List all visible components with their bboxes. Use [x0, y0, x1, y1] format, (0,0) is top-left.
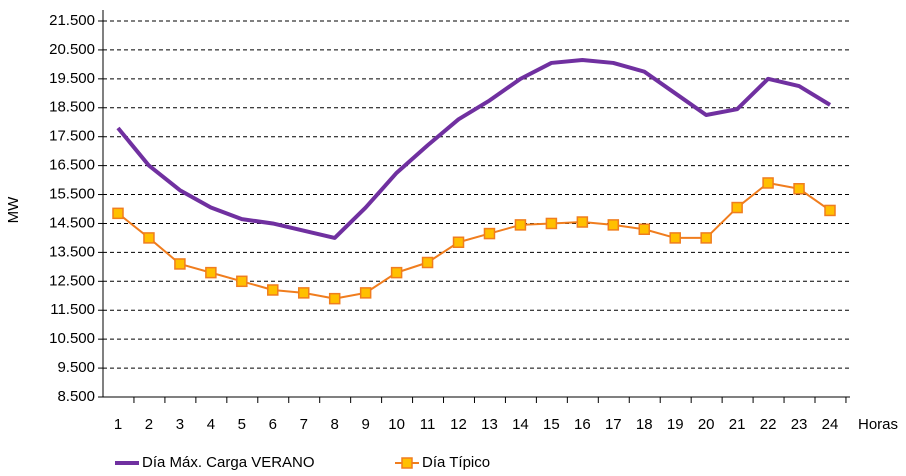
x-tick-label: 10	[388, 416, 405, 433]
y-tick-label: 20.500	[49, 41, 95, 58]
marker	[700, 232, 712, 244]
x-tick-label: 16	[574, 416, 591, 433]
marker	[514, 219, 527, 231]
legend-label: Día Típico	[422, 454, 490, 471]
legend-marker	[401, 457, 413, 469]
marker	[205, 266, 217, 279]
x-tick-label: 9	[361, 416, 369, 433]
marker	[143, 232, 155, 244]
x-tick-label: 5	[238, 416, 246, 433]
y-tick-label: 14.500	[49, 214, 95, 231]
marker	[545, 217, 558, 230]
x-tick-label: 2	[145, 416, 153, 433]
y-tick-label: 8.500	[57, 388, 95, 405]
y-tick-label: 15.500	[49, 186, 95, 203]
series-line	[116, 58, 832, 240]
y-tick-label: 9.500	[57, 359, 95, 376]
x-tick-label: 21	[729, 416, 746, 433]
x-tick-label: 7	[300, 416, 308, 433]
x-tick-label: 6	[269, 416, 277, 433]
x-tick-label: 15	[543, 416, 560, 433]
x-tick-label: 3	[176, 416, 184, 433]
marker	[638, 223, 651, 235]
x-tick-label: 1	[114, 416, 122, 433]
x-tick-label: 17	[605, 416, 622, 433]
marker	[297, 287, 310, 299]
marker	[731, 201, 743, 214]
x-axis-label: Horas	[858, 416, 898, 433]
marker	[174, 258, 186, 270]
x-tick-label: 4	[207, 416, 215, 433]
marker	[390, 266, 403, 279]
legend-label: Día Máx. Carga VERANO	[142, 454, 315, 471]
x-tick-label: 12	[450, 416, 467, 433]
marker	[236, 275, 248, 288]
y-tick-label: 10.500	[49, 330, 95, 347]
marker	[607, 219, 620, 231]
marker	[267, 284, 279, 296]
marker	[452, 236, 465, 249]
marker	[824, 204, 836, 217]
x-tick-label: 14	[512, 416, 529, 433]
x-tick-label: 22	[760, 416, 777, 433]
marker	[112, 207, 124, 220]
marker	[669, 232, 681, 244]
x-tick-label: 11	[420, 416, 436, 433]
marker	[793, 183, 805, 195]
y-tick-label: 19.500	[49, 70, 95, 87]
marker	[359, 287, 372, 299]
marker	[576, 216, 589, 228]
marker	[762, 177, 774, 189]
y-tick-label: 11.500	[50, 301, 95, 318]
x-tick-label: 8	[331, 416, 339, 433]
y-tick-label: 16.500	[49, 157, 95, 174]
marker	[421, 256, 434, 269]
y-axis-label: MW	[5, 196, 22, 223]
y-tick-label: 12.500	[49, 272, 95, 289]
x-tick-label: 23	[791, 416, 808, 433]
y-tick-label: 21.500	[49, 12, 95, 29]
y-tick-label: 17.500	[49, 128, 95, 145]
marker	[328, 292, 341, 305]
x-tick-label: 19	[667, 416, 684, 433]
x-tick-label: 18	[636, 416, 653, 433]
y-tick-label: 13.500	[49, 243, 95, 260]
y-tick-label: 18.500	[49, 99, 95, 116]
x-tick-label: 20	[698, 416, 715, 433]
marker	[483, 227, 496, 240]
x-tick-label: 24	[822, 416, 839, 433]
x-tick-label: 13	[481, 416, 498, 433]
